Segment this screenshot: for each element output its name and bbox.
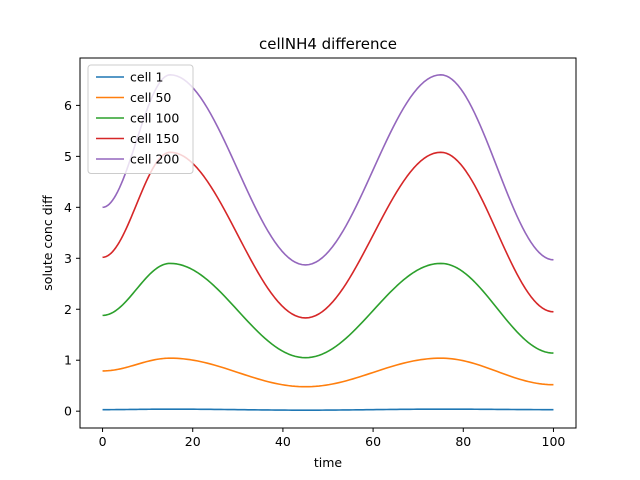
legend-label: cell 100	[130, 111, 179, 126]
x-tick-label: 40	[275, 434, 291, 449]
y-tick-label: 3	[64, 251, 72, 266]
plot-frame	[79, 57, 577, 429]
x-tick-label: 100	[542, 434, 566, 449]
legend-label: cell 150	[130, 131, 179, 146]
x-axis-label: time	[314, 455, 343, 470]
chart-title: cellNH4 difference	[259, 35, 397, 53]
series-line-2	[102, 357, 554, 388]
y-axis-label: solute conc diff	[40, 195, 55, 291]
y-tick-label: 1	[64, 353, 72, 368]
series-line-4	[102, 151, 554, 319]
legend-label: cell 200	[130, 152, 179, 167]
legend-label: cell 50	[130, 90, 171, 105]
series-line-1	[102, 408, 554, 411]
series-line-3	[102, 262, 554, 359]
legend: cell 1 cell 50 cell 100 cell 150 cell 200	[87, 64, 194, 174]
x-axis: 0 20 40 60 80 100	[99, 428, 566, 449]
x-tick-label: 60	[365, 434, 381, 449]
legend-label: cell 1	[130, 70, 163, 85]
legend-box	[87, 64, 194, 174]
x-tick-label: 80	[455, 434, 471, 449]
y-tick-label: 6	[64, 98, 72, 113]
y-axis: 0 1 2 3 4 5 6	[64, 98, 80, 419]
y-tick-label: 0	[64, 404, 72, 419]
y-tick-label: 4	[64, 200, 72, 215]
x-tick-label: 20	[185, 434, 201, 449]
x-tick-label: 0	[99, 434, 107, 449]
y-tick-label: 5	[64, 149, 72, 164]
y-tick-label: 2	[64, 302, 72, 317]
